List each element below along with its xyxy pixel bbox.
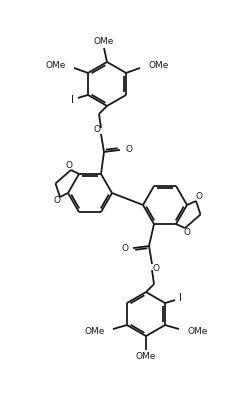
Text: OMe: OMe xyxy=(94,37,114,46)
Text: O: O xyxy=(121,244,128,253)
Text: OMe: OMe xyxy=(187,327,207,336)
Text: O: O xyxy=(184,227,191,237)
Text: OMe: OMe xyxy=(136,352,156,361)
Text: I: I xyxy=(71,95,74,105)
Text: OMe: OMe xyxy=(148,61,169,71)
Text: O: O xyxy=(153,264,159,273)
Text: O: O xyxy=(93,125,101,134)
Text: OMe: OMe xyxy=(46,61,66,71)
Text: O: O xyxy=(125,145,132,154)
Text: I: I xyxy=(179,293,182,303)
Text: OMe: OMe xyxy=(85,327,105,336)
Text: O: O xyxy=(54,196,61,205)
Text: O: O xyxy=(65,161,72,171)
Text: O: O xyxy=(195,193,202,202)
